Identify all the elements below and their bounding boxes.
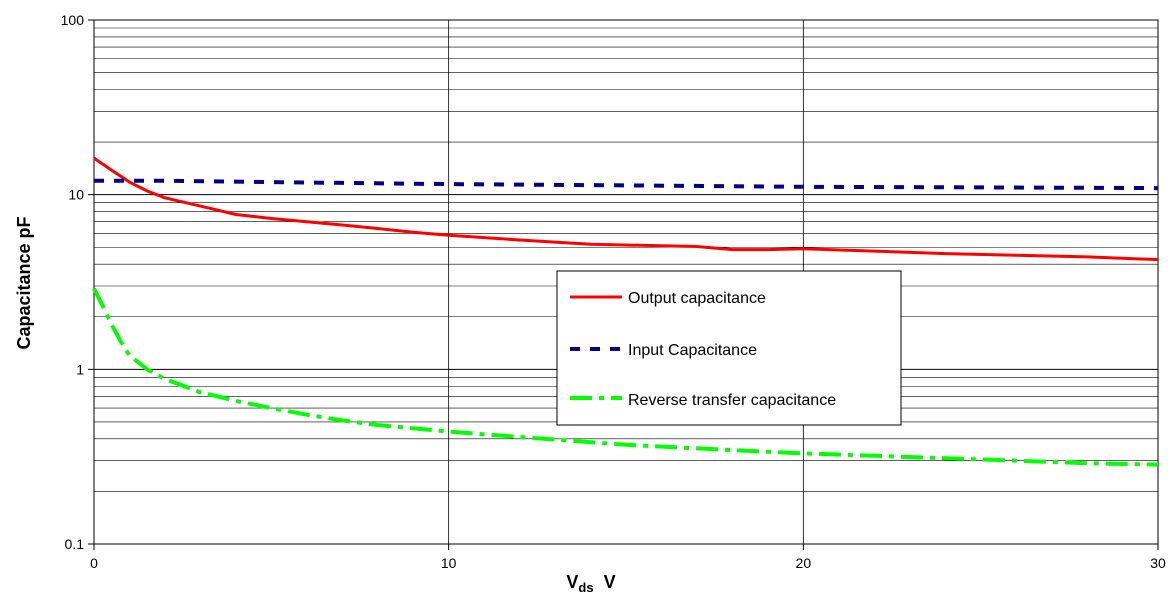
legend: Output capacitance Input Capacitance Rev… <box>556 270 902 426</box>
x-axis-label-subscript: ds <box>578 580 593 595</box>
x-axis-label: Vds V <box>566 572 615 595</box>
x-tick-label-1: 10 <box>441 555 457 571</box>
minor-gridlines <box>94 27 1158 492</box>
series-line-output-capacitance <box>93 156 1159 262</box>
series-line-reverse-transfer-capacitance <box>92 287 1159 467</box>
x-tick-label-2: 20 <box>796 555 812 571</box>
series-layer <box>92 156 1159 467</box>
legend-label-reverse-transfer-capacitance: Reverse transfer capacitance <box>628 392 836 409</box>
x-tick-label-0: 0 <box>90 555 98 571</box>
x-axis-label-main: V <box>566 572 578 592</box>
plot-area-border <box>93 19 1159 545</box>
legend-label-output-capacitance: Output capacitance <box>628 290 766 307</box>
y-tick-label-1: 1 <box>76 361 84 377</box>
legend-label-input-capacitance: Input Capacitance <box>628 342 757 359</box>
y-tick-label-3: 100 <box>61 12 85 28</box>
y-tick-label-0: 0.1 <box>65 536 85 552</box>
x-tick-label-3: 30 <box>1150 555 1166 571</box>
x-axis-label-unit: V <box>604 572 616 592</box>
y-tick-label-2: 10 <box>68 187 84 203</box>
y-axis-label: Capacitance pF <box>14 216 34 349</box>
series-line-input-capacitance <box>94 178 1159 191</box>
tick-labels: 0 10 20 30 0.1 1 10 100 <box>61 12 1166 571</box>
